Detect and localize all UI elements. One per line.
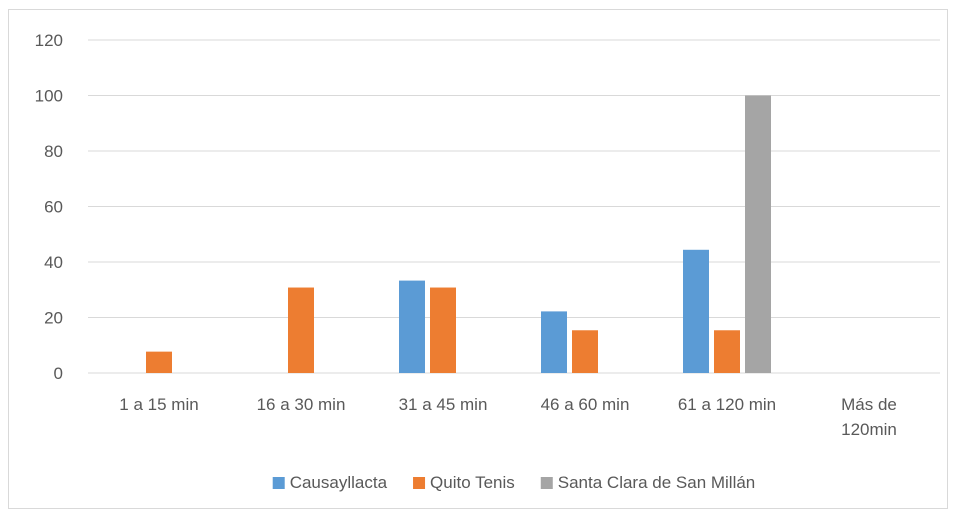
bars — [146, 95, 771, 373]
y-tick-label: 20 — [44, 309, 63, 328]
y-tick-labels: 0 20 40 60 80 100 120 — [35, 31, 63, 383]
legend-swatch — [413, 477, 426, 489]
legend: Causayllacta Quito Tenis Santa Clara de Sa… — [272, 473, 756, 492]
x-tick-label: 16 a 30 min — [257, 395, 346, 414]
bar-causayllacta-3 — [541, 311, 567, 373]
x-tick-label: 31 a 45 min — [399, 395, 488, 414]
bar-quito-tenis-3 — [572, 330, 598, 373]
bar-quito-tenis-1 — [288, 287, 314, 373]
x-tick-label: 61 a 120 min — [678, 395, 776, 414]
y-tick-label: 100 — [35, 87, 63, 106]
x-tick-label: 120min — [841, 420, 897, 439]
legend-label: Causayllacta — [290, 473, 388, 492]
bar-causayllacta-4 — [683, 249, 709, 373]
y-tick-label: 60 — [44, 198, 63, 217]
x-tick-label: 46 a 60 min — [541, 395, 630, 414]
bar-santa-clara-de-san-mill-n-4 — [745, 95, 771, 373]
bar-quito-tenis-4 — [714, 330, 740, 373]
chart-frame: 0 20 40 60 80 100 120 1 a 15 min 16 a 30 min 31 … — [8, 9, 948, 509]
bar-quito-tenis-2 — [430, 287, 456, 373]
y-tick-label: 120 — [35, 31, 63, 50]
bar-quito-tenis-0 — [146, 351, 172, 373]
bar-causayllacta-2 — [399, 280, 425, 373]
gridlines — [88, 39, 940, 374]
y-tick-label: 40 — [44, 253, 63, 272]
legend-swatch — [540, 477, 553, 489]
x-tick-labels: 1 a 15 min 16 a 30 min 31 a 45 min 46 a 60 … — [119, 395, 897, 439]
legend-label: Santa Clara de San Millán — [558, 473, 756, 492]
y-tick-label: 80 — [44, 142, 63, 161]
x-tick-label: Más de — [841, 395, 897, 414]
y-tick-label: 0 — [54, 364, 63, 383]
bar-chart: 0 20 40 60 80 100 120 1 a 15 min 16 a 30 min 31 … — [35, 31, 940, 492]
legend-label: Quito Tenis — [430, 473, 515, 492]
x-tick-label: 1 a 15 min — [119, 395, 198, 414]
legend-swatch — [272, 477, 285, 489]
